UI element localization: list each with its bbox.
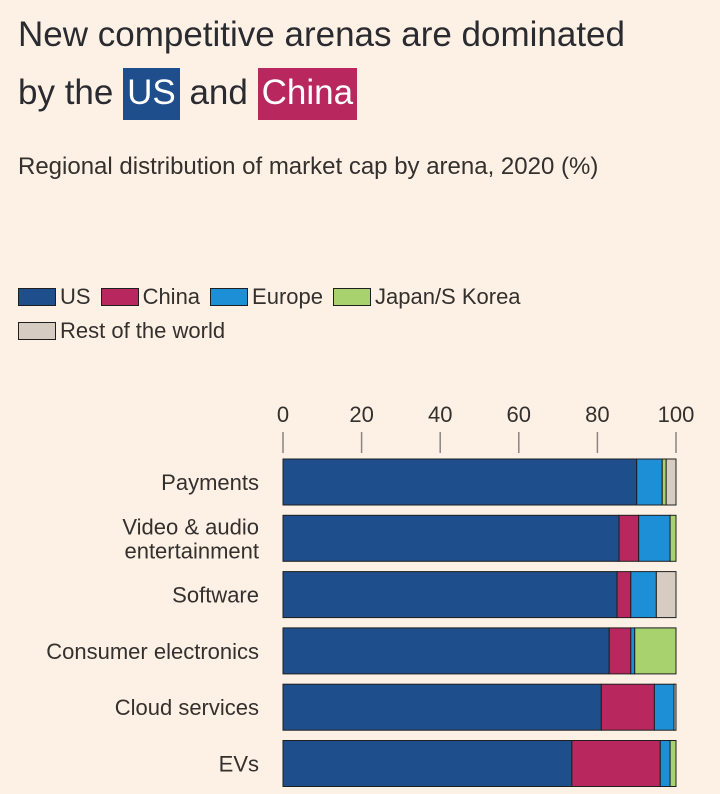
x-tick-label-20: 20 xyxy=(349,402,373,427)
x-tick-label-0: 0 xyxy=(277,402,289,427)
chart-title: New competitive arenas are dominated by … xyxy=(18,6,708,122)
bar-cloud-services-europe xyxy=(653,683,675,731)
legend-swatch-europe xyxy=(210,288,249,306)
bar-payments-europe xyxy=(636,458,663,506)
bar-software-china xyxy=(616,571,632,619)
bar-software-us xyxy=(282,571,618,619)
bar-payments-us xyxy=(282,458,638,506)
chart-subtitle: Regional distribution of market cap by a… xyxy=(18,153,599,180)
bar-software-europe xyxy=(630,571,657,619)
x-tick-label-80: 80 xyxy=(585,402,609,427)
x-tick-label-40: 40 xyxy=(428,402,452,427)
category-label-cloud-services: Cloud services xyxy=(115,695,259,720)
title-prefix: by the xyxy=(18,73,114,112)
bar-payments-rest-of-the-world xyxy=(665,458,677,506)
legend-row-2: Rest of the world xyxy=(18,314,708,348)
legend-label-japan-s-korea: Japan/S Korea xyxy=(375,284,521,309)
bar-software-rest-of-the-world xyxy=(655,571,677,619)
bar-cloud-services-china xyxy=(600,683,655,731)
bar-payments-japan-s-korea xyxy=(661,458,667,506)
legend-row-1: US China Europe Japan/S Korea xyxy=(18,280,708,314)
bar-video-audio-entertainment-japan-s-korea xyxy=(669,514,677,562)
legend-swatch-rest-of-world xyxy=(18,322,56,340)
bar-video-audio-entertainment-us xyxy=(282,514,620,562)
category-label-payments: Payments xyxy=(161,470,259,495)
bar-evs-china xyxy=(571,740,661,787)
bar-consumer-electronics-japan-s-korea xyxy=(634,627,677,675)
legend-swatch-china xyxy=(100,288,139,306)
x-tick-label-60: 60 xyxy=(507,402,531,427)
bar-evs-us xyxy=(282,740,573,787)
category-label-video-audio-entertainment: Video & audio entertainment xyxy=(122,514,259,563)
bar-video-audio-entertainment-europe xyxy=(638,514,671,562)
bar-evs-europe xyxy=(659,740,671,787)
legend-item-us: US xyxy=(18,284,91,310)
bar-consumer-electronics-us xyxy=(282,627,610,675)
category-label-software: Software xyxy=(172,583,259,608)
bar-cloud-services-us xyxy=(282,683,602,731)
legend-label-us: US xyxy=(60,284,91,309)
category-label-evs: EVs xyxy=(219,752,259,777)
title-and: and xyxy=(189,73,248,112)
bar-video-audio-entertainment-china xyxy=(618,514,640,562)
legend-item-europe: Europe xyxy=(210,284,323,310)
us-highlight: US xyxy=(123,68,180,120)
title-line-1: New competitive arenas are dominated xyxy=(18,15,625,54)
legend-label-china: China xyxy=(142,284,201,309)
category-label-consumer-electronics: Consumer electronics xyxy=(46,639,259,664)
legend-item-china: China xyxy=(100,284,201,310)
x-tick-label-100: 100 xyxy=(658,402,695,427)
legend: US China Europe Japan/S Korea Rest of th… xyxy=(18,280,708,348)
legend-swatch-japan-s-korea xyxy=(333,288,371,306)
legend-item-rest-of-world: Rest of the world xyxy=(18,318,225,344)
legend-item-japan-s-korea: Japan/S Korea xyxy=(333,284,521,310)
bar-consumer-electronics-china xyxy=(608,627,632,675)
bar-consumer-electronics-europe xyxy=(630,627,636,675)
bar-cloud-services-rest-of-the-world xyxy=(673,683,677,731)
legend-label-rest-of-world: Rest of the world xyxy=(60,318,226,343)
china-highlight: China xyxy=(257,68,358,120)
legend-swatch-us xyxy=(18,288,56,306)
bar-evs-japan-s-korea xyxy=(669,740,677,787)
legend-label-europe: Europe xyxy=(252,284,323,309)
